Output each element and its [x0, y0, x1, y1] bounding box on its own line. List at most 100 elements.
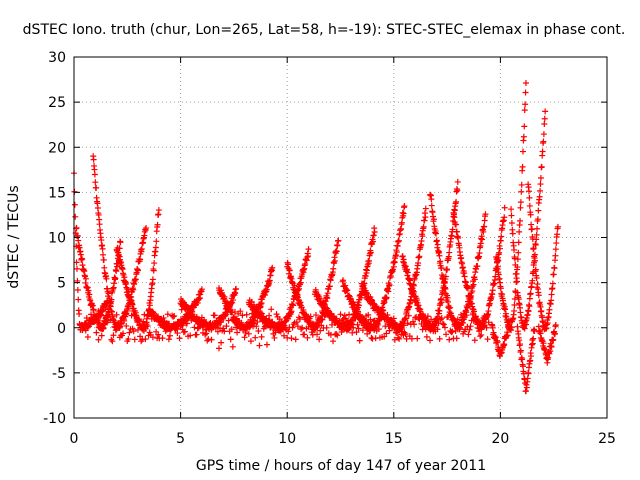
data-point — [514, 278, 521, 285]
data-point — [94, 205, 101, 212]
axis-ticks: 0 5 10 15 20 25 -10 -5 0 5 10 15 20 25 30 — [43, 50, 616, 447]
data-point — [242, 329, 249, 336]
data-point — [162, 328, 169, 335]
data-point — [542, 108, 549, 115]
data-point — [444, 298, 451, 305]
data-point — [304, 334, 311, 341]
data-point — [492, 273, 499, 280]
data-point — [342, 315, 349, 322]
data-point — [386, 327, 393, 334]
data-point — [541, 115, 548, 122]
x-tick-label: 5 — [176, 431, 185, 447]
data-point — [367, 316, 374, 323]
data-point — [511, 307, 518, 314]
data-point — [552, 252, 559, 259]
data-point — [553, 240, 560, 247]
data-point — [485, 308, 492, 315]
data-point — [82, 327, 89, 334]
data-point — [452, 327, 459, 334]
data-point — [225, 317, 232, 324]
data-point — [537, 187, 544, 194]
data-point — [419, 233, 426, 240]
data-point — [323, 324, 330, 331]
data-point — [73, 224, 80, 231]
data-point — [471, 276, 478, 283]
data-point — [96, 221, 103, 228]
data-point — [393, 329, 400, 336]
data-point — [436, 252, 443, 259]
data-point — [470, 281, 477, 288]
data-point — [73, 265, 80, 272]
data-point — [265, 319, 272, 326]
data-point — [358, 314, 365, 321]
data-point — [445, 313, 452, 320]
data-point — [105, 290, 112, 297]
data-point — [518, 181, 525, 188]
data-point — [230, 317, 237, 324]
data-point — [326, 283, 333, 290]
data-point — [113, 268, 120, 275]
data-point — [316, 336, 323, 343]
data-point — [554, 231, 561, 238]
data-point — [492, 334, 499, 341]
data-point — [469, 311, 476, 318]
data-point — [540, 138, 547, 145]
data-point — [272, 329, 279, 336]
data-point — [205, 336, 212, 343]
data-point — [268, 306, 275, 313]
data-point — [548, 291, 555, 298]
data-point — [446, 249, 453, 256]
data-point — [281, 332, 288, 339]
data-point — [352, 315, 359, 322]
data-point — [538, 163, 545, 170]
data-point — [454, 316, 461, 323]
data-point — [71, 201, 78, 208]
data-point — [292, 336, 299, 343]
data-point — [143, 319, 150, 326]
data-point — [478, 331, 485, 338]
data-point — [130, 328, 137, 335]
data-point — [74, 286, 81, 293]
data-point — [209, 322, 216, 329]
data-point — [269, 264, 276, 271]
data-point — [433, 237, 440, 244]
data-point — [126, 329, 133, 336]
data-point — [98, 237, 105, 244]
data-point — [230, 297, 237, 304]
data-point — [112, 275, 119, 282]
data-point — [163, 320, 170, 327]
data-point — [428, 196, 435, 203]
data-point — [354, 321, 361, 328]
y-axis-label: dSTEC / TECUs — [6, 185, 22, 288]
data-point — [201, 316, 208, 323]
data-point — [493, 258, 500, 265]
data-point — [550, 271, 557, 278]
data-point — [526, 194, 533, 201]
data-point — [261, 323, 268, 330]
data-point — [107, 317, 114, 324]
data-point — [174, 330, 181, 337]
data-point — [73, 259, 80, 266]
data-point — [496, 245, 503, 252]
data-point — [482, 211, 489, 218]
data-point — [389, 266, 396, 273]
data-point — [497, 285, 504, 292]
y-tick-label: 30 — [48, 50, 66, 66]
data-point — [218, 339, 225, 346]
data-point — [331, 257, 338, 264]
data-point — [463, 312, 470, 319]
data-point — [77, 251, 84, 258]
data-point — [356, 337, 363, 344]
data-point — [410, 288, 417, 295]
data-point — [360, 283, 367, 290]
data-point — [428, 202, 435, 209]
data-point — [288, 335, 295, 342]
data-point — [411, 321, 418, 328]
data-point — [403, 335, 410, 342]
data-point — [522, 101, 529, 108]
data-point — [501, 341, 508, 348]
data-point — [454, 187, 461, 194]
data-point — [390, 315, 397, 322]
data-point — [271, 334, 278, 341]
data-point — [134, 326, 141, 333]
